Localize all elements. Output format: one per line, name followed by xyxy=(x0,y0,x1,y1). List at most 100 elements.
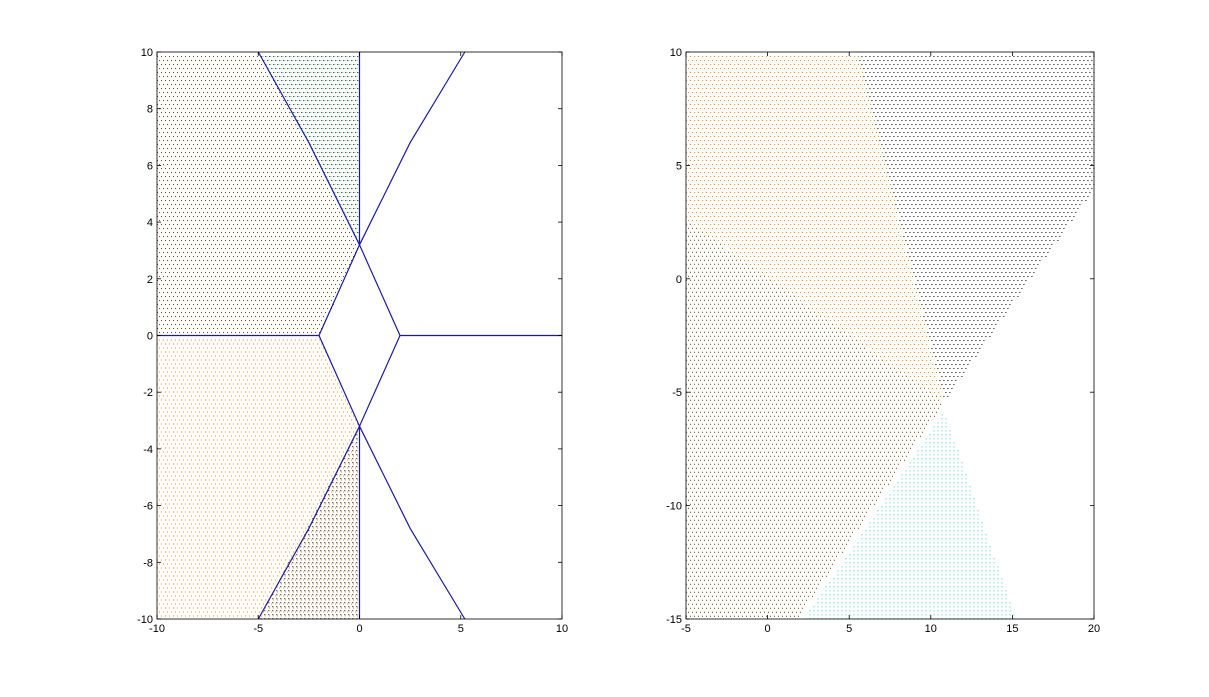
point xyxy=(358,152,360,153)
point xyxy=(279,148,280,149)
point xyxy=(283,220,284,221)
point xyxy=(229,264,230,265)
point xyxy=(305,216,306,217)
point xyxy=(205,168,206,169)
point xyxy=(348,148,350,149)
point xyxy=(301,367,302,369)
point xyxy=(233,399,234,401)
point xyxy=(183,68,184,69)
point xyxy=(325,184,326,185)
point xyxy=(319,204,320,205)
point xyxy=(291,260,292,261)
point xyxy=(311,204,312,205)
point xyxy=(209,415,210,417)
point xyxy=(193,200,194,201)
point xyxy=(332,100,334,101)
point xyxy=(315,316,316,317)
point xyxy=(219,268,220,269)
point xyxy=(271,236,272,237)
point xyxy=(277,320,278,321)
point xyxy=(163,76,164,77)
point xyxy=(315,395,316,397)
point xyxy=(165,359,166,361)
point xyxy=(161,120,162,121)
point xyxy=(235,252,236,253)
point xyxy=(203,164,204,165)
point xyxy=(241,72,242,73)
point xyxy=(239,324,240,325)
point xyxy=(207,403,208,405)
point xyxy=(283,68,284,69)
point xyxy=(335,276,336,277)
point xyxy=(269,367,270,369)
point xyxy=(227,260,228,261)
point xyxy=(259,116,260,117)
point xyxy=(273,288,274,289)
point xyxy=(235,244,236,245)
point xyxy=(289,224,290,225)
point xyxy=(333,88,334,89)
point xyxy=(185,248,186,249)
point xyxy=(245,240,246,241)
point xyxy=(317,104,318,105)
point xyxy=(289,367,290,369)
point xyxy=(237,176,238,177)
point xyxy=(273,128,274,129)
point xyxy=(291,140,292,141)
point xyxy=(329,296,330,297)
point xyxy=(329,383,330,385)
point xyxy=(185,391,186,393)
point xyxy=(279,132,280,133)
point xyxy=(324,108,326,109)
point xyxy=(171,76,172,77)
point xyxy=(173,320,174,321)
point xyxy=(297,256,298,257)
point xyxy=(299,164,300,165)
point xyxy=(317,200,318,201)
point xyxy=(199,148,200,149)
point xyxy=(312,148,314,149)
point xyxy=(321,359,322,361)
point xyxy=(189,96,190,97)
point xyxy=(229,367,230,369)
point xyxy=(277,391,278,393)
point xyxy=(203,252,204,253)
point xyxy=(353,184,354,185)
point xyxy=(341,112,342,113)
point xyxy=(183,140,184,141)
point xyxy=(269,160,270,161)
point xyxy=(339,132,340,133)
point xyxy=(207,300,208,301)
point xyxy=(307,308,308,309)
point xyxy=(279,244,280,245)
point xyxy=(189,328,190,329)
point xyxy=(247,260,248,261)
point xyxy=(217,343,218,345)
point xyxy=(293,136,294,137)
point xyxy=(299,84,300,85)
point xyxy=(340,116,342,117)
point xyxy=(275,387,276,389)
point xyxy=(213,288,214,289)
point xyxy=(253,367,254,369)
point xyxy=(219,411,220,413)
point xyxy=(195,276,196,277)
point xyxy=(185,272,186,273)
point xyxy=(297,320,298,321)
point xyxy=(279,116,280,117)
point xyxy=(346,112,348,113)
point xyxy=(307,268,308,269)
point xyxy=(205,160,206,161)
point xyxy=(187,363,188,365)
point xyxy=(193,152,194,153)
point xyxy=(299,228,300,229)
point xyxy=(285,216,286,217)
point xyxy=(229,399,230,401)
point xyxy=(310,56,312,57)
point xyxy=(358,176,360,177)
point xyxy=(295,108,296,109)
point xyxy=(285,136,286,137)
point xyxy=(295,300,296,301)
point xyxy=(293,104,294,105)
point xyxy=(187,180,188,181)
